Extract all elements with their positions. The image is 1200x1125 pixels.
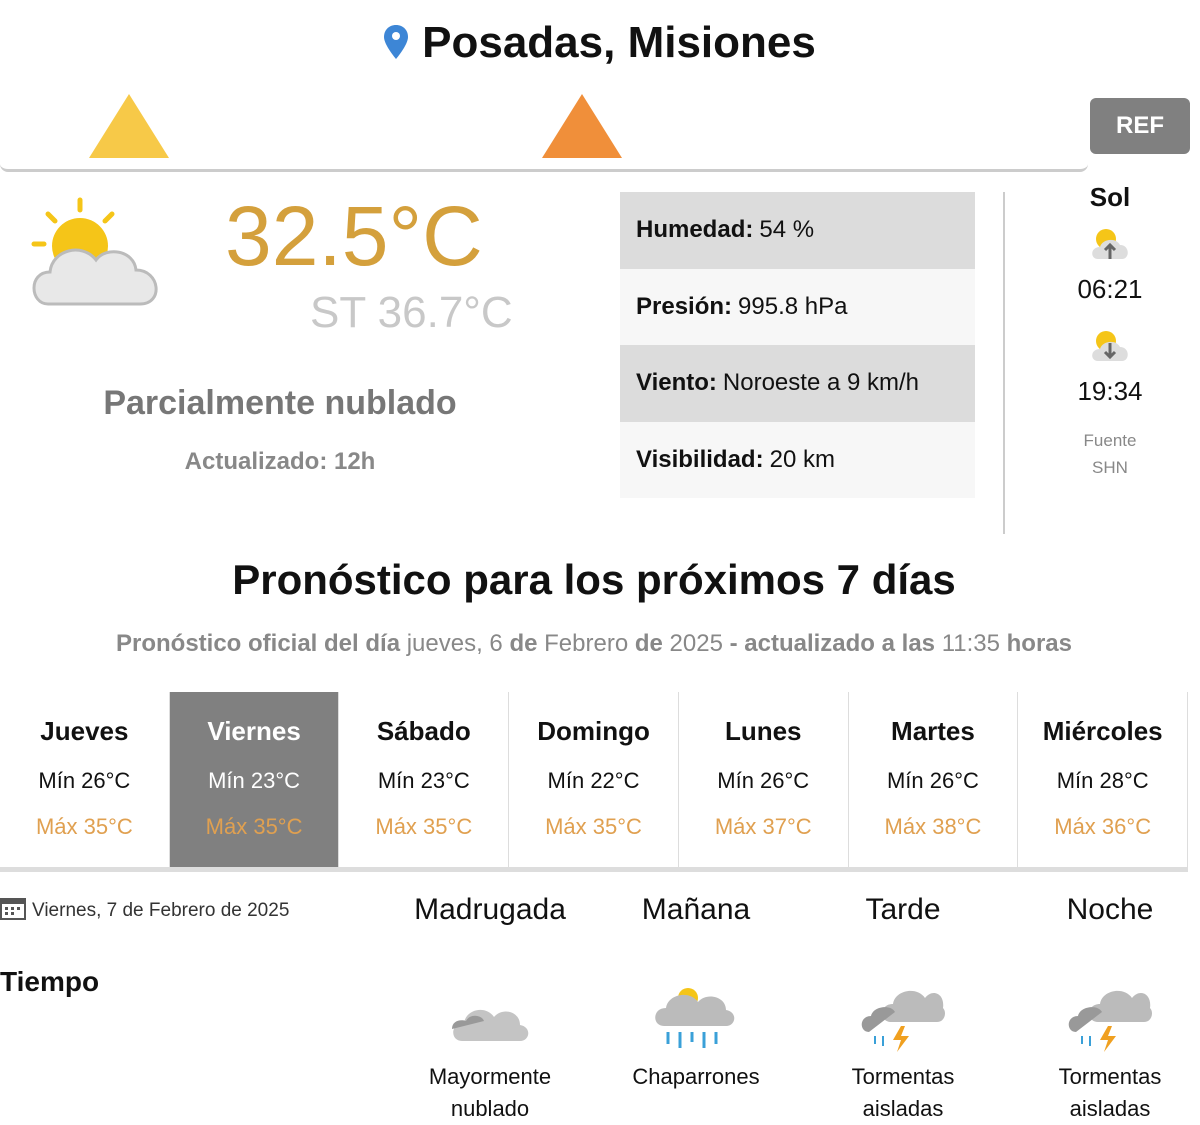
sun-panel: Sol 06:21 19:34 Fuente SHN <box>1040 182 1180 481</box>
alerts-bar <box>0 88 1088 172</box>
wind-row: Viento: Noroeste a 9 km/h <box>620 345 975 422</box>
sunset-time: 19:34 <box>1077 376 1143 406</box>
cloudy-icon <box>452 1009 529 1041</box>
day-tab-selected[interactable]: Viernes Mín 23°C Máx 35°C <box>169 692 340 867</box>
ref-button[interactable]: REF <box>1090 98 1190 154</box>
humidity-row: Humedad: 54 % <box>620 192 975 269</box>
day-tab[interactable]: Domingo Mín 22°C Máx 35°C <box>509 692 679 867</box>
source-label: Fuente <box>1083 431 1137 450</box>
sun-label: Sol <box>1089 182 1131 212</box>
day-tab[interactable]: Sábado Mín 23°C Máx 35°C <box>339 692 510 867</box>
period-tarde: Tarde Tormentas aisladas <box>851 893 955 1121</box>
day-tab[interactable]: Jueves Mín 26°C Máx 35°C <box>0 692 170 867</box>
period-madrugada: Madrugada Mayormente nublado <box>414 893 566 1121</box>
detail-date: Viernes, 7 de Febrero de 2025 <box>0 896 289 922</box>
location-title: Posadas, Misiones <box>0 18 1200 68</box>
calendar-icon <box>0 898 26 920</box>
updated-time: Actualizado: 12h <box>184 448 376 475</box>
location-name: Posadas, Misiones <box>422 18 816 67</box>
storm-alert-icon[interactable] <box>89 94 169 158</box>
tiempo-label: Tiempo <box>0 966 100 997</box>
showers-icon <box>655 988 735 1048</box>
details-table: Humedad: 54 % Presión: 995.8 hPa Viento: No… <box>620 192 975 498</box>
day-tab[interactable]: Miércoles Mín 28°C Máx 36°C <box>1018 692 1189 867</box>
day-tab[interactable]: Martes Mín 26°C Máx 38°C <box>849 692 1019 867</box>
forecast-title: Pronóstico para los próximos 7 días <box>232 556 956 603</box>
current-temperature: 32.5°C <box>225 189 483 283</box>
sunrise-time: 06:21 <box>1077 274 1143 304</box>
location-pin-icon <box>384 25 409 59</box>
divider <box>1003 192 1005 534</box>
thunderstorm-icon <box>861 990 945 1052</box>
sunrise-icon <box>1092 229 1128 259</box>
sunset-icon <box>1092 331 1128 361</box>
feels-like: ST 36.7°C <box>310 288 513 337</box>
period-noche: Noche Tormentas aisladas <box>1058 893 1162 1121</box>
source: SHN <box>1092 458 1128 477</box>
pressure-row: Presión: 995.8 hPa <box>620 268 975 345</box>
heat-alert-icon[interactable] <box>542 94 622 158</box>
condition: Parcialmente nublado <box>103 384 457 422</box>
thunderstorm-icon <box>1068 990 1152 1052</box>
partly-cloudy-icon <box>31 197 158 306</box>
forecast-subtitle: Pronóstico oficial del día jueves, 6 de … <box>115 630 1072 657</box>
visibility-row: Visibilidad: 20 km <box>620 421 975 498</box>
period-manana: Mañana Chaparrones <box>632 893 760 1089</box>
day-tab[interactable]: Lunes Mín 26°C Máx 37°C <box>679 692 849 867</box>
day-tabs: Jueves Mín 26°C Máx 35°C Viernes Mín 23°C Má… <box>0 692 1189 872</box>
